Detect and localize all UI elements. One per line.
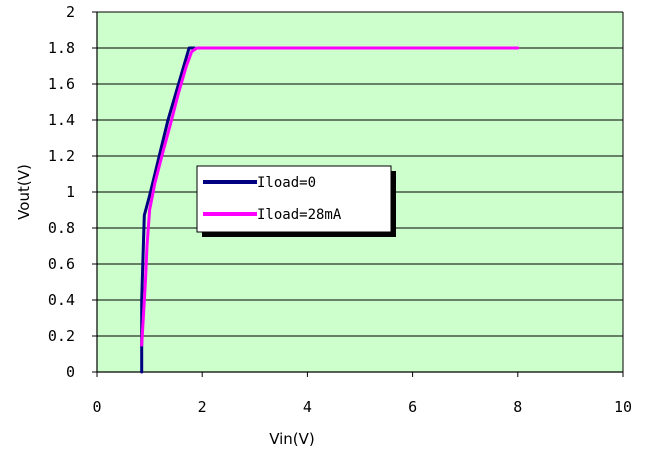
- x-axis-title: Vin(V): [269, 430, 315, 448]
- y-tick-label: 2: [66, 3, 75, 21]
- legend-box: [196, 165, 392, 233]
- series-line-0: [140, 46, 196, 374]
- y-tick-label: 0.4: [48, 291, 75, 309]
- y-axis-title: Vout(V): [15, 164, 33, 220]
- y-tick-label: 1.6: [48, 75, 75, 93]
- legend: Iload=0 Iload=28mA: [196, 165, 396, 237]
- x-tick-label: 2: [198, 398, 207, 416]
- x-tick-label: 8: [513, 398, 522, 416]
- tick-labels: 0 0.2 0.4 0.6 0.8 1 1.2 1.4 1.6 1.8 2 0 2 4 6 8 10: [48, 3, 632, 416]
- y-tick-label: 1.2: [48, 147, 75, 165]
- y-tick-label: 0.8: [48, 219, 75, 237]
- x-tick-label: 4: [303, 398, 312, 416]
- axes: [92, 11, 624, 377]
- x-tick-label: 10: [614, 398, 632, 416]
- legend-label-iload-28ma: Iload=28mA: [257, 207, 342, 223]
- y-tick-label: 0.6: [48, 255, 75, 273]
- series-line-1: [140, 46, 520, 347]
- y-tick-label: 1.8: [48, 39, 75, 57]
- y-tick-label: 1: [66, 183, 75, 201]
- x-tick-label: 0: [92, 398, 101, 416]
- series-lines: [140, 46, 520, 374]
- x-tick-label: 6: [408, 398, 417, 416]
- y-tick-label: 0.2: [48, 327, 75, 345]
- y-tick-label: 0: [66, 363, 75, 381]
- y-tick-label: 1.4: [48, 111, 75, 129]
- legend-label-iload-0: Iload=0: [257, 175, 316, 191]
